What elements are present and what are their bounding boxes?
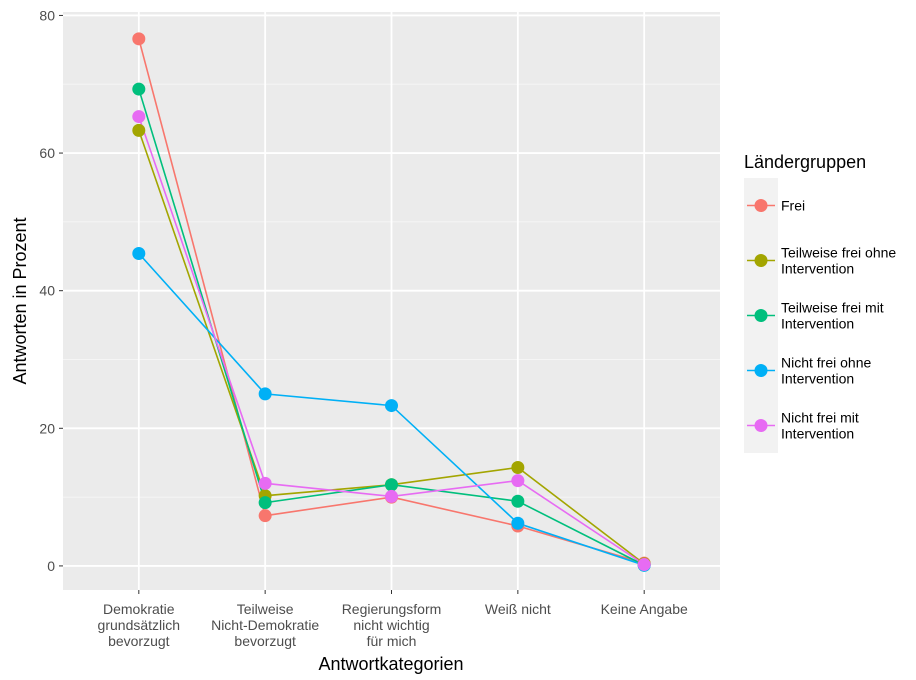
x-tick-label: Keine Angabe bbox=[601, 601, 688, 617]
x-tick-label-line: nicht wichtig bbox=[353, 617, 429, 633]
y-tick-label: 0 bbox=[47, 558, 55, 574]
y-tick-label: 20 bbox=[39, 420, 55, 436]
x-axis-title: Antwortkategorien bbox=[318, 654, 463, 674]
legend-label-line: Nicht frei ohne bbox=[781, 355, 871, 371]
data-point bbox=[511, 474, 525, 488]
x-tick-label: Demokratie grundsätzlich bevorzugt bbox=[98, 601, 181, 649]
legend-label-line: Intervention bbox=[781, 316, 854, 332]
legend-key-point bbox=[754, 254, 768, 267]
x-tick-label: Teilweise Nicht-Demokratie bevorzugt bbox=[211, 601, 319, 649]
series-points bbox=[132, 32, 651, 572]
legend-label: Teilweise frei ohne Intervention bbox=[781, 245, 896, 277]
x-tick-label-line: Keine Angabe bbox=[601, 601, 688, 617]
x-tick-label-line: Regierungsform bbox=[342, 601, 442, 617]
x-tick-label: Weiß nicht bbox=[485, 601, 551, 617]
legend-label-line: Frei bbox=[781, 198, 805, 214]
legend-label-line: Intervention bbox=[781, 261, 854, 277]
x-tick-label-line: Demokratie bbox=[103, 601, 175, 617]
x-tick-label-line: grundsätzlich bbox=[98, 617, 181, 633]
legend-key-point bbox=[754, 419, 768, 432]
data-point bbox=[258, 387, 272, 401]
data-point bbox=[132, 32, 146, 46]
x-tick-label-line: bevorzugt bbox=[234, 633, 296, 649]
y-tick-label: 60 bbox=[39, 145, 55, 161]
data-point bbox=[258, 496, 272, 510]
data-point bbox=[132, 247, 146, 261]
legend-label-line: Teilweise frei mit bbox=[781, 300, 884, 316]
data-point bbox=[132, 123, 146, 137]
data-point bbox=[132, 110, 146, 124]
x-tick-label-line: für mich bbox=[367, 633, 417, 649]
legend-label: Frei bbox=[781, 198, 805, 214]
x-axis-ticks: Demokratie grundsätzlich bevorzugtTeilweis… bbox=[98, 590, 688, 649]
y-tick-label: 40 bbox=[39, 283, 55, 299]
x-tick-label-line: Weiß nicht bbox=[485, 601, 551, 617]
y-axis-title: Antworten in Prozent bbox=[10, 217, 30, 384]
legend-label-line: Intervention bbox=[781, 371, 854, 387]
legend-label: Nicht frei ohne Intervention bbox=[781, 355, 871, 387]
y-tick-label: 80 bbox=[39, 7, 55, 23]
data-point bbox=[511, 461, 525, 475]
y-axis-ticks: 0 20 40 60 80 bbox=[39, 7, 63, 574]
x-tick-label-line: Teilweise bbox=[237, 601, 294, 617]
legend-label-line: Intervention bbox=[781, 426, 854, 442]
data-point bbox=[511, 494, 525, 508]
legend-key-point bbox=[754, 309, 768, 322]
data-point bbox=[637, 558, 651, 572]
legend-key-point bbox=[754, 199, 768, 212]
data-point bbox=[132, 82, 146, 96]
data-point bbox=[385, 399, 398, 413]
legend-label: Teilweise frei mit Intervention bbox=[781, 300, 884, 332]
data-point bbox=[385, 489, 398, 503]
x-tick-label-line: bevorzugt bbox=[108, 633, 170, 649]
data-point bbox=[258, 509, 272, 523]
data-point bbox=[511, 516, 525, 530]
legend-label: Nicht frei mit Intervention bbox=[781, 410, 859, 442]
data-point bbox=[258, 476, 272, 490]
legend-title: Ländergruppen bbox=[744, 152, 866, 172]
x-tick-label-line: Nicht-Demokratie bbox=[211, 617, 319, 633]
legend-key-point bbox=[754, 364, 768, 377]
data-point bbox=[385, 478, 398, 492]
legend-label-line: Nicht frei mit bbox=[781, 410, 859, 426]
legend-label-line: Teilweise frei ohne bbox=[781, 245, 896, 261]
x-tick-label: Regierungsform nicht wichtig für mich bbox=[342, 601, 442, 649]
